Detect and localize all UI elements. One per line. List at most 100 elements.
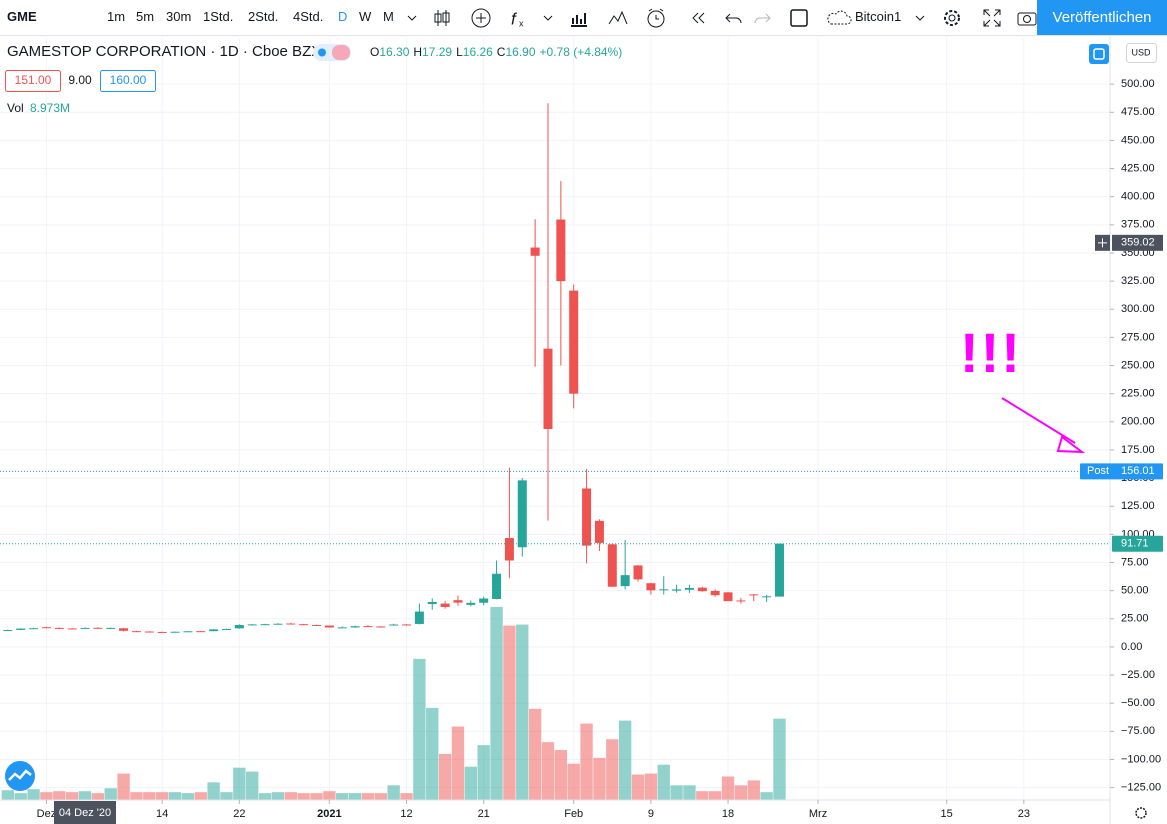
candle-body	[324, 625, 334, 628]
spread: 9.00	[68, 73, 92, 87]
logo-mark	[8, 769, 32, 781]
sell-box[interactable]	[5, 70, 61, 92]
candle-body	[54, 627, 64, 629]
fullscreen-rect-icon[interactable]	[787, 6, 811, 30]
candle-body	[389, 624, 399, 626]
candle-body	[67, 628, 77, 630]
interval[interactable]: 2Std.	[248, 9, 279, 24]
publish-button[interactable]: Veröffentlichen	[1037, 0, 1167, 35]
candle-body	[144, 631, 154, 633]
layout-caret[interactable]	[913, 6, 927, 30]
candle-body	[659, 589, 669, 591]
y-tick-label: 50.00	[1121, 585, 1149, 597]
volume-bar	[413, 658, 426, 800]
candle-icon[interactable]	[430, 6, 454, 30]
volume-bar	[734, 785, 748, 800]
crosshair-date-label: 04 Dez '20	[59, 807, 111, 819]
interval[interactable]: W	[359, 9, 372, 24]
candle-body	[29, 628, 39, 630]
interval[interactable]: 30m	[166, 9, 192, 24]
candle-body	[93, 627, 103, 629]
axis-settings[interactable]	[1135, 807, 1147, 819]
alert-icon[interactable]	[644, 6, 668, 30]
volume-bar	[14, 793, 27, 800]
y-tick-label: −100.00	[1121, 753, 1161, 765]
undo-icon[interactable]	[722, 6, 746, 30]
volume-bar	[618, 720, 632, 800]
compare-icon[interactable]	[567, 6, 591, 30]
interval[interactable]: 4Std.	[293, 9, 324, 24]
auto-scale-button[interactable]	[1089, 44, 1109, 64]
volume-bar	[567, 763, 580, 800]
layout-name[interactable]: Bitcoin1	[855, 9, 902, 24]
interval[interactable]: 1m	[107, 9, 126, 24]
volume-bar	[426, 707, 439, 800]
logo[interactable]	[5, 761, 35, 791]
candle-body	[183, 631, 193, 633]
template-icon[interactable]	[606, 6, 630, 30]
x-tick-label: 9	[648, 808, 654, 820]
y-tick-label: 0.00	[1121, 641, 1142, 653]
volume-bar	[580, 723, 593, 800]
volume-bar	[451, 726, 465, 800]
candle-body	[620, 575, 630, 587]
volume-bar	[477, 745, 490, 800]
price-line-badge	[1080, 463, 1163, 480]
crosshair-price-badge	[1112, 234, 1163, 251]
volume-value: 8.973M	[30, 101, 70, 115]
volume-bar	[207, 782, 220, 800]
volume-bar	[721, 776, 735, 800]
ohlc-key: C	[497, 45, 506, 59]
sell-price: 151.00	[15, 73, 52, 87]
volume-bar	[78, 791, 92, 800]
volume-bar	[194, 792, 207, 800]
svg-text:x: x	[519, 18, 524, 28]
price-line-name: Post	[1087, 465, 1109, 477]
y-tick-label: 75.00	[1121, 556, 1149, 568]
volume-bar	[91, 793, 105, 800]
candle-body	[749, 594, 759, 596]
currency-box[interactable]	[1126, 43, 1157, 63]
crosshair-plus	[1098, 238, 1107, 248]
x-tick-label: 12	[400, 808, 412, 820]
expand-icon[interactable]	[980, 6, 1004, 30]
candle-body	[774, 543, 784, 597]
add-icon[interactable]	[469, 6, 493, 30]
y-tick-label: 450.00	[1121, 134, 1155, 146]
cloud-icon[interactable]	[825, 6, 853, 30]
volume-bar	[516, 624, 529, 800]
buy-box[interactable]	[100, 70, 156, 92]
symbol[interactable]: GME	[7, 9, 37, 24]
redo-icon[interactable]	[750, 6, 774, 30]
interval-caret[interactable]	[405, 6, 419, 35]
ohlc-value: 16.90	[505, 45, 535, 59]
volume-bar	[348, 793, 362, 800]
volume-bar	[246, 771, 259, 800]
replay-icon[interactable]	[686, 6, 710, 30]
x-tick-label: 14	[156, 808, 168, 820]
candle-body	[530, 247, 540, 256]
ohlc-key: O	[370, 45, 379, 59]
y-tick-label: 300.00	[1121, 303, 1155, 315]
volume-bar	[374, 793, 387, 800]
volume-bar	[284, 792, 297, 800]
interval[interactable]: M	[383, 9, 394, 24]
volume-bar	[40, 792, 53, 800]
volume-bar	[773, 718, 786, 800]
y-tick-label: −75.00	[1121, 725, 1155, 737]
y-tick-label: 400.00	[1121, 191, 1155, 203]
camera-icon[interactable]	[1016, 6, 1038, 30]
y-tick-label: −125.00	[1121, 782, 1161, 794]
interval[interactable]: D	[338, 9, 348, 24]
candle-body	[234, 624, 244, 629]
volume-label: Vol	[7, 101, 24, 115]
candle-body	[106, 627, 116, 629]
interval[interactable]: 1Std.	[203, 9, 234, 24]
ohlc-key: H	[413, 45, 422, 59]
interval[interactable]: 5m	[136, 9, 155, 24]
volume-bar	[387, 785, 400, 800]
candle-body	[157, 631, 167, 633]
settings-icon[interactable]	[940, 6, 964, 30]
